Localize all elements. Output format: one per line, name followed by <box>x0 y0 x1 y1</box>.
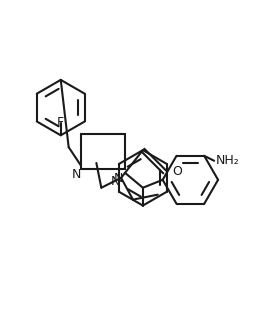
Text: NH₂: NH₂ <box>216 154 240 167</box>
Text: F: F <box>57 116 64 129</box>
Text: N: N <box>111 175 120 188</box>
Text: N: N <box>72 168 82 181</box>
Text: N: N <box>114 172 123 185</box>
Text: O: O <box>173 165 183 178</box>
